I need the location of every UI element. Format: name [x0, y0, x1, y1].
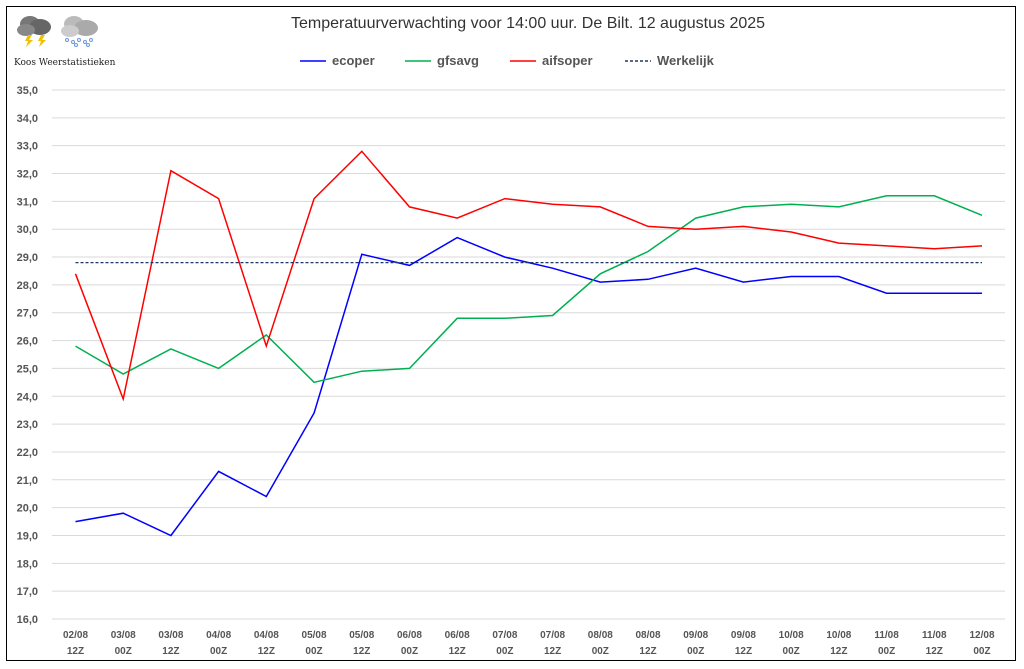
x-tick-label: 12Z: [449, 646, 466, 657]
x-tick-label: 12Z: [353, 646, 370, 657]
series-line-ecoper: [75, 236, 982, 537]
x-tick-label: 00Z: [496, 646, 513, 657]
x-tick-label: 12Z: [639, 646, 656, 657]
y-tick-label: 19,0: [17, 530, 38, 542]
series-lines: [74, 150, 983, 537]
y-tick-label: 35,0: [17, 85, 38, 97]
x-tick-label: 00Z: [878, 646, 895, 657]
y-tick-label: 33,0: [17, 141, 38, 153]
y-tick-label: 26,0: [17, 336, 38, 348]
x-tick-label: 12Z: [544, 646, 561, 657]
legend-label: ecoper: [332, 53, 375, 68]
x-tick-label: 08/08: [588, 630, 613, 641]
legend: ecoper gfsavg aifsoper Werkelijk: [300, 53, 715, 68]
legend-label: Werkelijk: [657, 53, 715, 68]
y-tick-label: 18,0: [17, 558, 38, 570]
chart-frame: [6, 6, 1016, 661]
x-tick-label: 12Z: [926, 646, 943, 657]
y-tick-label: 17,0: [17, 586, 38, 598]
x-tick-label: 03/08: [158, 630, 183, 641]
x-tick-label: 06/08: [397, 630, 422, 641]
logo-text: Koos Weerstatistieken: [14, 58, 116, 68]
y-tick-label: 30,0: [17, 224, 38, 236]
x-tick-label: 06/08: [445, 630, 470, 641]
x-tick-label: 03/08: [111, 630, 136, 641]
x-tick-label: 00Z: [973, 646, 990, 657]
y-tick-label: 21,0: [17, 475, 38, 487]
y-tick-label: 25,0: [17, 363, 38, 375]
x-tick-label: 04/08: [206, 630, 231, 641]
x-tick-label: 08/08: [636, 630, 661, 641]
x-tick-label: 04/08: [254, 630, 279, 641]
y-tick-label: 20,0: [17, 503, 38, 515]
x-tick-label: 11/08: [922, 630, 947, 641]
y-tick-label: 34,0: [17, 113, 38, 125]
series-line-gfsavg: [75, 195, 983, 384]
x-tick-label: 10/08: [779, 630, 804, 641]
legend-label: gfsavg: [437, 53, 479, 68]
y-tick-label: 27,0: [17, 308, 38, 320]
series-line-aifsoper: [74, 150, 983, 402]
y-tick-label: 22,0: [17, 447, 38, 459]
y-tick-label: 28,0: [17, 280, 38, 292]
x-tick-label: 02/08: [63, 630, 88, 641]
y-tick-label: 32,0: [17, 169, 38, 181]
y-axis-ticks: 16,0 17,0 18,0 19,0 20,0 21,0 22,0 23,0 24,0 25,0…: [17, 85, 38, 626]
logo: [17, 16, 98, 47]
x-tick-label: 07/08: [540, 630, 565, 641]
x-tick-label: 07/08: [492, 630, 517, 641]
x-tick-label: 12Z: [162, 646, 179, 657]
x-tick-label: 00Z: [210, 646, 227, 657]
x-tick-label: 12Z: [735, 646, 752, 657]
x-tick-label: 12/08: [969, 630, 994, 641]
y-tick-label: 31,0: [17, 196, 38, 208]
x-tick-label: 12Z: [67, 646, 84, 657]
snow-cloud-icon: [61, 16, 98, 47]
x-tick-label: 05/08: [349, 630, 374, 641]
x-tick-label: 00Z: [783, 646, 800, 657]
y-tick-label: 29,0: [17, 252, 38, 264]
legend-label: aifsoper: [542, 53, 593, 68]
y-tick-label: 23,0: [17, 419, 38, 431]
x-tick-label: 11/08: [874, 630, 899, 641]
x-tick-label: 09/08: [683, 630, 708, 641]
x-tick-label: 00Z: [305, 646, 322, 657]
x-axis-ticks: 02/08 12Z 03/08 00Z 03/08 12Z 04/08 00Z 04/08 12Z…: [63, 630, 995, 657]
x-tick-label: 10/08: [826, 630, 851, 641]
y-tick-label: 16,0: [17, 614, 38, 626]
gridlines: [52, 89, 1005, 620]
chart-title: Temperatuurverwachting voor 14:00 uur. D…: [291, 15, 765, 32]
thunderstorm-cloud-icon: [17, 16, 51, 47]
x-tick-label: 00Z: [115, 646, 132, 657]
x-tick-label: 00Z: [592, 646, 609, 657]
x-tick-label: 00Z: [401, 646, 418, 657]
x-tick-label: 00Z: [687, 646, 704, 657]
x-tick-label: 12Z: [830, 646, 847, 657]
x-tick-label: 12Z: [258, 646, 275, 657]
x-tick-label: 05/08: [302, 630, 327, 641]
y-tick-label: 24,0: [17, 391, 38, 403]
x-tick-label: 09/08: [731, 630, 756, 641]
